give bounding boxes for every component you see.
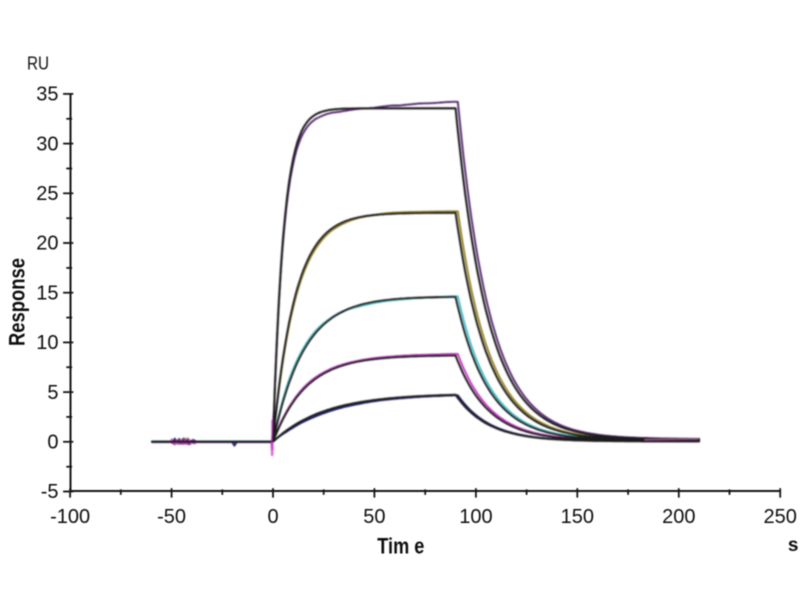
svg-text:-50: -50 <box>157 506 186 528</box>
svg-text:0: 0 <box>267 506 278 528</box>
svg-text:Tim e: Tim e <box>377 534 424 559</box>
svg-text:200: 200 <box>662 506 695 528</box>
svg-text:-100: -100 <box>50 506 90 528</box>
svg-text:30: 30 <box>36 133 58 155</box>
svg-text:35: 35 <box>36 84 58 106</box>
svg-text:0: 0 <box>47 432 58 454</box>
svg-text:-5: -5 <box>41 481 59 503</box>
svg-text:20: 20 <box>36 233 58 255</box>
svg-text:100: 100 <box>459 506 492 528</box>
svg-text:10: 10 <box>36 332 58 354</box>
svg-text:5: 5 <box>47 382 58 404</box>
svg-text:25: 25 <box>36 183 58 205</box>
svg-text:RU: RU <box>27 54 49 74</box>
svg-text:150: 150 <box>561 506 594 528</box>
svg-text:15: 15 <box>36 282 58 304</box>
svg-text:s: s <box>788 535 799 556</box>
svg-text:Response: Response <box>5 258 30 346</box>
svg-text:250: 250 <box>764 506 797 528</box>
svg-text:50: 50 <box>363 506 385 528</box>
